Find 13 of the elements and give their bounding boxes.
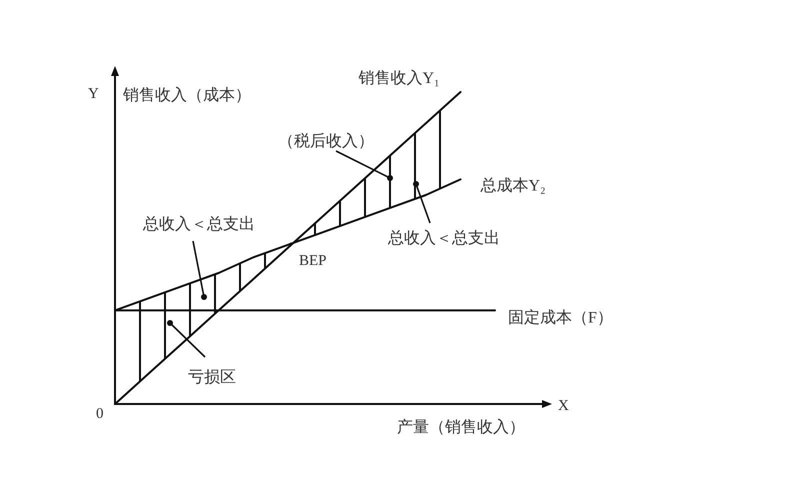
annotation: 总收入＜总支出	[142, 215, 255, 233]
annotation: 亏损区	[188, 369, 236, 386]
annotation: 总收入＜总支出	[387, 229, 500, 247]
annotation: （税后收入）	[278, 132, 374, 150]
text: X	[558, 398, 569, 414]
series-label: 销售收入Y₁	[357, 69, 440, 87]
x-axis-title: 产量（销售收入）	[397, 418, 525, 436]
text: Y	[88, 86, 99, 102]
text: 0	[96, 406, 104, 422]
series-label: 固定成本（F）	[508, 308, 613, 326]
series-label: 总成本Y₂	[479, 176, 546, 194]
annotation: BEP	[299, 253, 327, 269]
y-axis-title: 销售收入（成本）	[122, 86, 251, 104]
